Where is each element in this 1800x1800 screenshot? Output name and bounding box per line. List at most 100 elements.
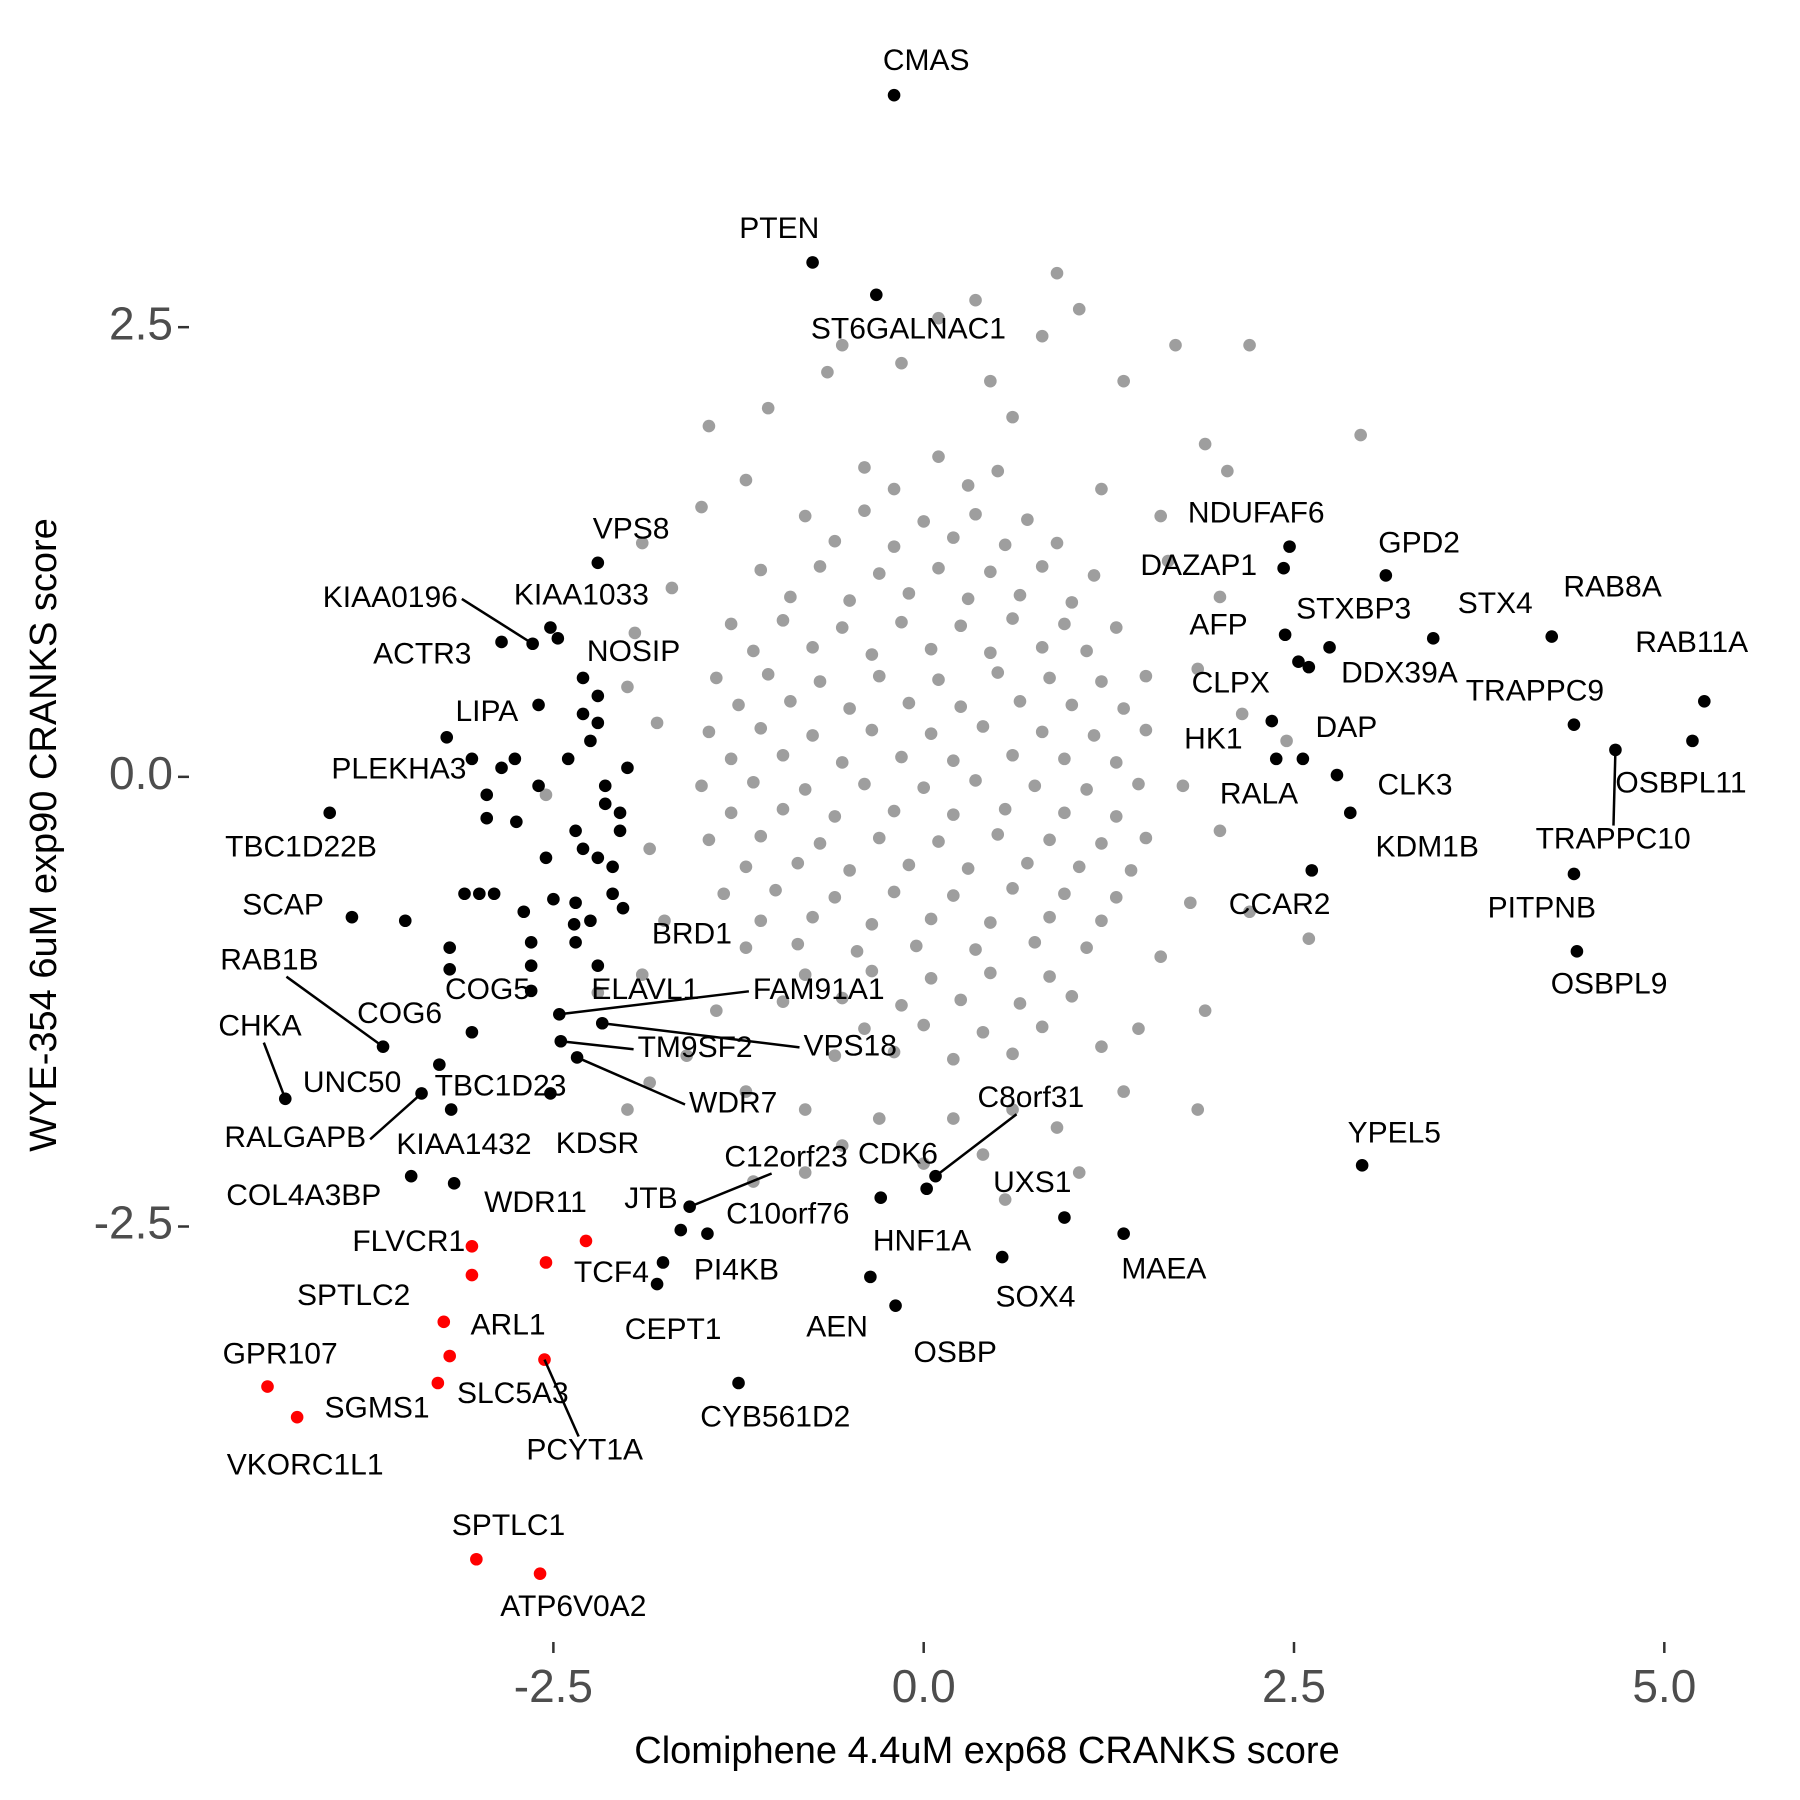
point bbox=[776, 802, 790, 816]
point bbox=[984, 565, 997, 579]
point bbox=[872, 831, 886, 845]
point bbox=[1043, 833, 1056, 847]
point bbox=[1277, 561, 1290, 575]
point bbox=[470, 1552, 483, 1566]
y-tick-label: 0.0 bbox=[109, 747, 173, 799]
point bbox=[598, 779, 612, 793]
point bbox=[1213, 824, 1227, 838]
point bbox=[1050, 266, 1064, 280]
point bbox=[969, 293, 982, 307]
point bbox=[1154, 950, 1167, 964]
point bbox=[1109, 810, 1123, 823]
point-label: HNF1A bbox=[873, 1224, 971, 1257]
point-label: UXS1 bbox=[993, 1166, 1071, 1199]
point-label: TCF4 bbox=[574, 1256, 649, 1289]
point bbox=[887, 88, 901, 102]
point bbox=[1065, 989, 1079, 1003]
point bbox=[998, 1193, 1012, 1206]
point bbox=[616, 901, 630, 915]
point bbox=[569, 896, 582, 910]
point bbox=[835, 991, 849, 1005]
point-label: ACTR3 bbox=[373, 638, 471, 671]
point bbox=[1006, 612, 1019, 625]
point bbox=[495, 635, 508, 649]
point bbox=[932, 835, 945, 848]
point bbox=[437, 1315, 451, 1329]
point bbox=[732, 1376, 745, 1390]
point bbox=[947, 1052, 960, 1066]
leader-line bbox=[934, 1113, 1018, 1178]
point bbox=[1191, 1103, 1205, 1116]
point bbox=[1117, 374, 1130, 388]
point bbox=[606, 860, 619, 874]
point bbox=[544, 621, 557, 634]
point bbox=[991, 464, 1005, 478]
point-label: MAEA bbox=[1121, 1252, 1206, 1285]
point bbox=[510, 815, 523, 829]
point bbox=[1043, 970, 1056, 983]
point-label: UNC50 bbox=[303, 1066, 401, 1099]
point bbox=[887, 804, 901, 818]
point-label: CCAR2 bbox=[1229, 888, 1331, 921]
point bbox=[613, 824, 627, 838]
point-label: LIPA bbox=[456, 695, 519, 728]
leader-line bbox=[602, 1022, 800, 1049]
point-label: KIAA1033 bbox=[514, 578, 649, 611]
point bbox=[798, 783, 812, 796]
point bbox=[902, 587, 916, 600]
point-label: KDSR bbox=[556, 1127, 639, 1160]
leader-line bbox=[461, 597, 534, 645]
point-label: TRAPPC9 bbox=[1466, 674, 1604, 707]
point-label: RALA bbox=[1220, 778, 1298, 811]
point bbox=[591, 716, 605, 730]
leader-line bbox=[559, 990, 750, 1016]
point bbox=[628, 626, 642, 640]
point bbox=[1305, 864, 1319, 877]
point bbox=[1013, 997, 1027, 1010]
point bbox=[932, 311, 945, 325]
point bbox=[1265, 714, 1279, 728]
point bbox=[447, 1177, 461, 1190]
point bbox=[1109, 891, 1123, 904]
point bbox=[1330, 768, 1344, 782]
point bbox=[1035, 329, 1049, 343]
point bbox=[1296, 752, 1310, 766]
point bbox=[1058, 806, 1071, 820]
point bbox=[887, 1045, 901, 1059]
point bbox=[874, 1191, 888, 1205]
point-label: FAM91A1 bbox=[753, 973, 885, 1006]
point bbox=[1109, 621, 1123, 634]
point bbox=[695, 779, 708, 793]
point bbox=[443, 963, 456, 976]
point-label: CYB561D2 bbox=[700, 1401, 850, 1434]
point bbox=[1355, 1159, 1369, 1172]
point bbox=[539, 788, 553, 802]
point bbox=[1035, 560, 1049, 573]
point bbox=[650, 716, 664, 730]
point bbox=[1058, 887, 1071, 901]
point bbox=[724, 617, 738, 631]
point bbox=[776, 748, 790, 762]
point bbox=[621, 761, 634, 775]
point bbox=[991, 666, 1005, 679]
point bbox=[544, 1087, 557, 1100]
point bbox=[465, 1268, 479, 1282]
point bbox=[717, 887, 731, 901]
point bbox=[1050, 1121, 1064, 1134]
point-label: PCYT1A bbox=[526, 1433, 643, 1466]
point bbox=[724, 806, 738, 820]
point bbox=[1567, 718, 1581, 731]
point bbox=[576, 671, 590, 685]
point-label: ATP6V0A2 bbox=[500, 1590, 646, 1623]
point bbox=[579, 1234, 593, 1248]
point bbox=[761, 401, 775, 415]
point bbox=[739, 473, 753, 487]
y-tick-label: -2.5 bbox=[94, 1197, 173, 1249]
point bbox=[754, 721, 768, 735]
point bbox=[1235, 707, 1249, 721]
point bbox=[533, 1567, 547, 1580]
y-tick-label: 2.5 bbox=[109, 297, 173, 349]
point bbox=[1269, 752, 1283, 766]
point bbox=[976, 1148, 990, 1161]
